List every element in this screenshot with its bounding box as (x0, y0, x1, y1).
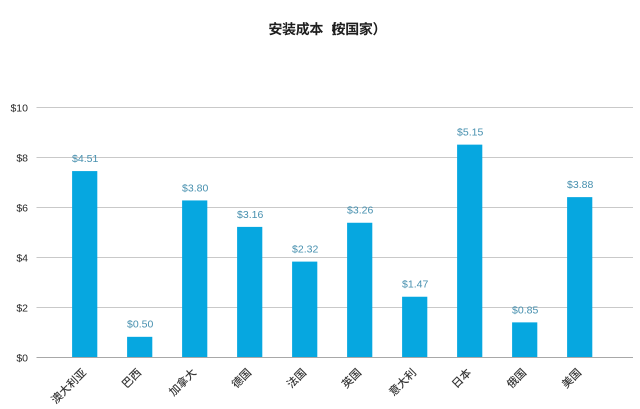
svg-text:$4: $4 (16, 253, 28, 265)
svg-text:$4.51: $4.51 (72, 153, 98, 165)
svg-text:$5.15: $5.15 (457, 127, 483, 139)
svg-text:$8: $8 (16, 153, 28, 165)
svg-text:$3.16: $3.16 (237, 209, 263, 221)
svg-text:$3.26: $3.26 (347, 205, 373, 217)
svg-text:$2.32: $2.32 (292, 244, 318, 256)
svg-text:$0.50: $0.50 (127, 319, 153, 331)
svg-text:$1.47: $1.47 (402, 279, 428, 291)
svg-text:$0.85: $0.85 (512, 304, 538, 316)
svg-text:$6: $6 (16, 203, 28, 215)
svg-text:$3.80: $3.80 (182, 182, 208, 194)
svg-text:$3.88: $3.88 (567, 179, 593, 191)
svg-text:$10: $10 (10, 103, 28, 115)
svg-text:$2: $2 (16, 303, 28, 315)
svg-text:$0: $0 (16, 353, 28, 365)
